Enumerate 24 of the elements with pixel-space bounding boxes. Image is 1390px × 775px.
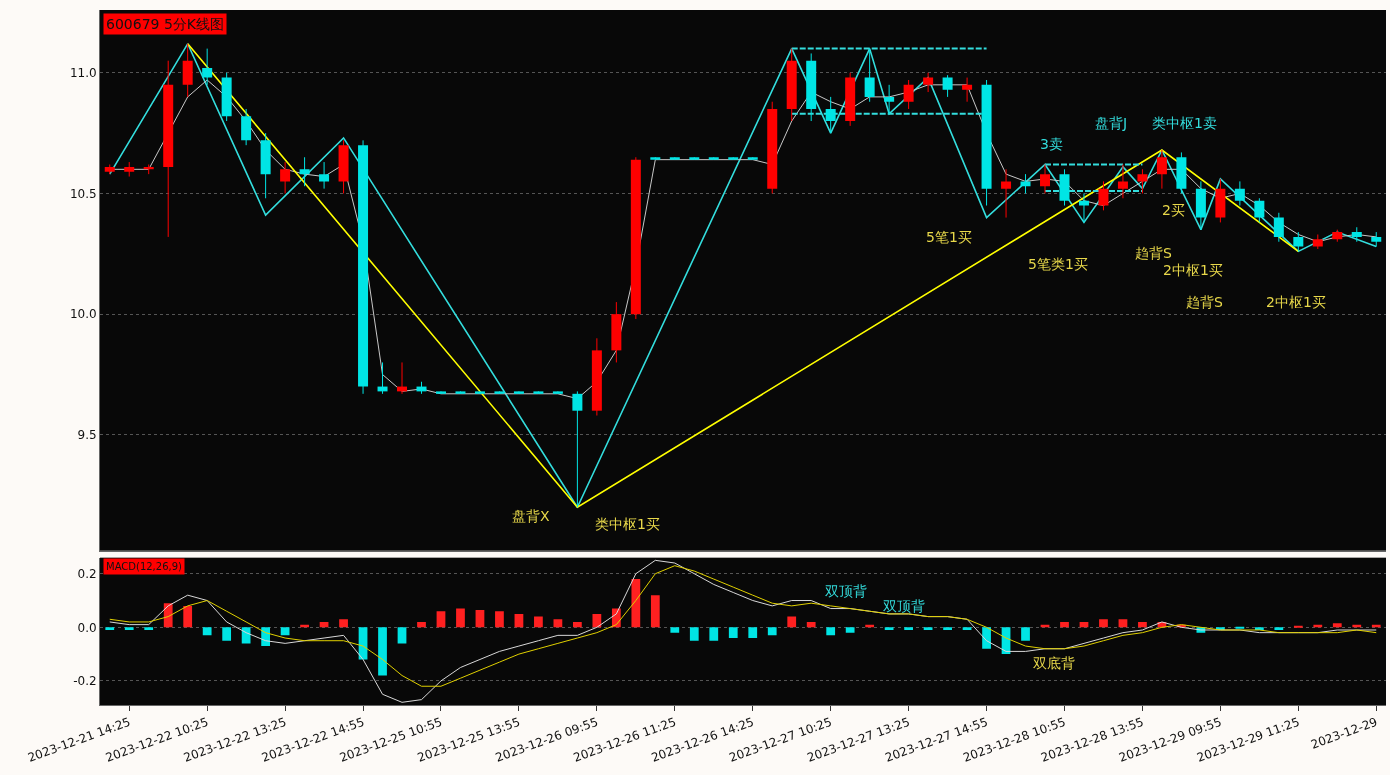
annotation: 趋背S (1135, 245, 1172, 261)
y-tick-label: -0.2 (73, 674, 97, 689)
y-tick-label: 10.5 (69, 186, 97, 201)
y-tick-label: 0.0 (77, 620, 97, 635)
annotation: 双底背 (1033, 655, 1075, 671)
annotation: 趋背S (1186, 294, 1223, 310)
y-tick-label: 9.5 (77, 428, 97, 443)
annotation: 2买 (1162, 202, 1185, 218)
annotation: 类中枢1买 (595, 516, 660, 532)
annotation: 5笔1买 (926, 229, 972, 245)
y-tick-label: 11.0 (69, 65, 97, 80)
annotation: 3卖 (1040, 136, 1063, 152)
chart-title: 600679 5分K线图 (106, 16, 224, 32)
annotation: 类中枢1卖 (1152, 115, 1217, 131)
annotation: 双顶背 (883, 598, 925, 614)
y-tick-label: 0.2 (77, 566, 97, 581)
annotation: 盘背J (1095, 115, 1128, 131)
annotation: 双顶背 (825, 583, 867, 599)
annotation: 盘背X (512, 508, 550, 524)
annotation: 2中枢1买 (1266, 294, 1326, 310)
annotation: 2中枢1买 (1163, 262, 1223, 278)
y-tick-label: 10.0 (69, 307, 97, 322)
annotation: 5笔类1买 (1028, 256, 1088, 272)
chart-title: MACD(12,26,9) (106, 561, 183, 572)
